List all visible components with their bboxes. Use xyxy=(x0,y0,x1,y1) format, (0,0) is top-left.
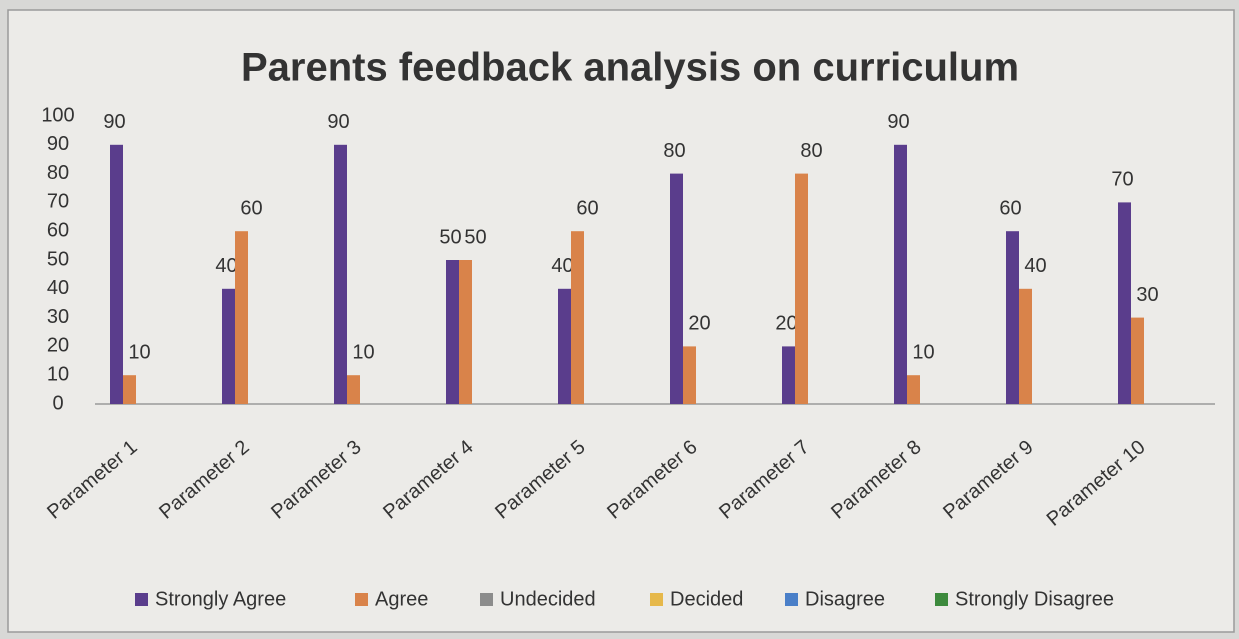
bar xyxy=(558,288,571,404)
data-label: 50 xyxy=(464,226,486,248)
legend-swatch xyxy=(650,593,663,606)
bar xyxy=(782,346,795,404)
y-tick-label: 70 xyxy=(47,191,69,213)
y-tick-label: 20 xyxy=(47,335,69,357)
y-tick-label: 80 xyxy=(47,162,69,184)
data-label: 30 xyxy=(1136,284,1158,306)
data-label: 80 xyxy=(800,140,822,162)
bar xyxy=(446,260,459,404)
data-label: 90 xyxy=(327,111,349,133)
data-label: 10 xyxy=(912,341,934,363)
legend-swatch xyxy=(935,593,948,606)
data-label: 90 xyxy=(887,111,909,133)
bar xyxy=(894,144,907,405)
bar xyxy=(110,144,123,405)
legend-label: Undecided xyxy=(500,588,596,610)
y-tick-label: 40 xyxy=(47,277,69,299)
bar xyxy=(334,144,347,405)
legend-swatch xyxy=(355,593,368,606)
y-tick-label: 30 xyxy=(47,306,69,328)
data-label: 80 xyxy=(663,140,685,162)
data-label: 20 xyxy=(775,313,797,335)
legend-swatch xyxy=(480,593,493,606)
bar xyxy=(907,375,920,404)
legend-label: Strongly Agree xyxy=(155,588,286,610)
chart-title: Parents feedback analysis on curriculum xyxy=(241,46,1019,90)
bar xyxy=(1118,202,1131,404)
y-tick-label: 0 xyxy=(52,392,63,414)
data-label: 40 xyxy=(551,255,573,277)
legend-swatch xyxy=(135,593,148,606)
data-label: 90 xyxy=(103,111,125,133)
data-label: 60 xyxy=(576,197,598,219)
y-tick-label: 90 xyxy=(47,133,69,155)
legend-label: Agree xyxy=(375,588,428,610)
bar xyxy=(1131,317,1144,404)
bar xyxy=(347,375,360,404)
data-label: 20 xyxy=(688,313,710,335)
data-label: 70 xyxy=(1111,169,1133,191)
bar xyxy=(571,231,584,404)
bar xyxy=(670,173,683,404)
y-tick-label: 100 xyxy=(41,104,74,126)
y-tick-label: 50 xyxy=(47,248,69,270)
data-label: 60 xyxy=(240,197,262,219)
chart-frame xyxy=(7,9,1235,633)
data-label: 40 xyxy=(215,255,237,277)
data-label: 10 xyxy=(352,341,374,363)
y-tick-label: 60 xyxy=(47,219,69,241)
legend-label: Disagree xyxy=(805,588,885,610)
bar xyxy=(123,375,136,404)
bar xyxy=(235,231,248,404)
bar xyxy=(683,346,696,404)
bar xyxy=(459,260,472,404)
data-label: 40 xyxy=(1024,255,1046,277)
legend-label: Strongly Disagree xyxy=(955,588,1114,610)
bar xyxy=(222,288,235,404)
bar xyxy=(1019,288,1032,404)
data-label: 10 xyxy=(128,341,150,363)
legend-label: Decided xyxy=(670,588,743,610)
legend-swatch xyxy=(785,593,798,606)
y-tick-label: 10 xyxy=(47,363,69,385)
data-label: 50 xyxy=(439,226,461,248)
bar xyxy=(1006,231,1019,404)
bar xyxy=(795,173,808,404)
data-label: 60 xyxy=(999,197,1021,219)
